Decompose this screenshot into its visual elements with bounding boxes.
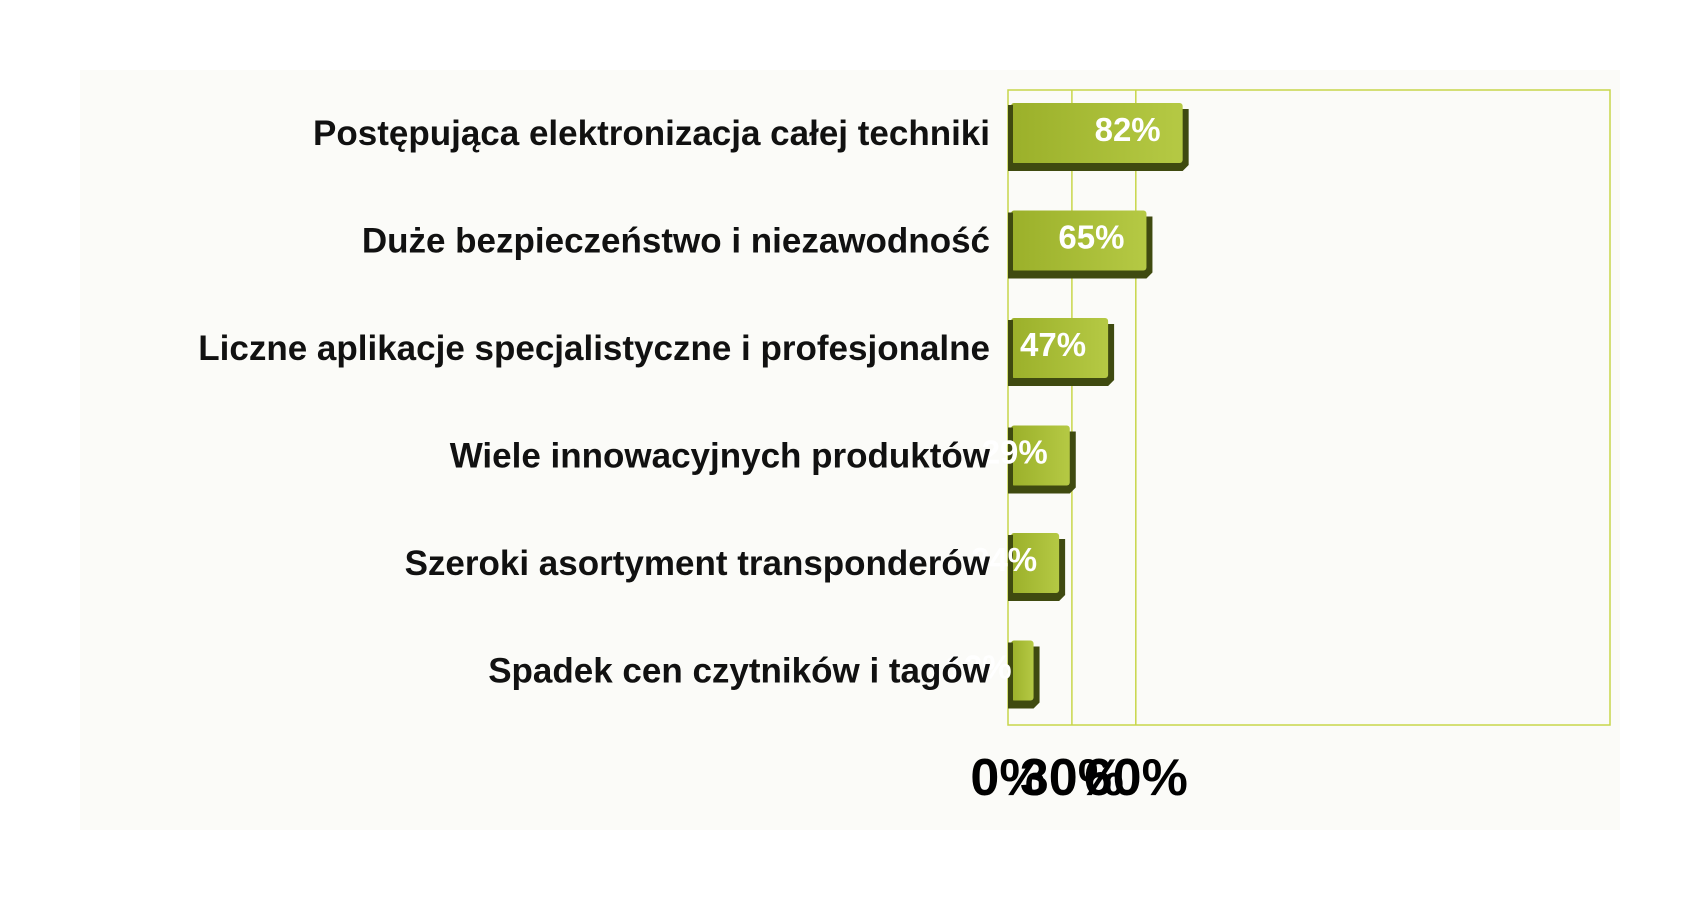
bars: 82% 65% 47% 29% 24% 12% [945, 103, 1189, 709]
bar-value-label: 82% [1095, 111, 1161, 148]
category-labels: Postępująca elektronizacja całej technik… [198, 114, 990, 691]
bar-3: 47% [1008, 318, 1115, 386]
x-axis-ticks: 0%30%60% [970, 749, 1187, 807]
bar-value-label: 65% [1058, 219, 1124, 256]
bar-face [1011, 640, 1034, 701]
bar-value-label: 29% [982, 434, 1048, 471]
x-tick-0: 0% [970, 749, 1045, 807]
bar-5: 24% [971, 533, 1066, 601]
category-label-5: Szeroki asortyment transponderów [405, 544, 991, 583]
category-label-2: Duże bezpieczeństwo i niezawodność [362, 222, 990, 261]
x-tick-30: 30% [1020, 749, 1124, 807]
bar-face [1011, 103, 1183, 163]
category-label-1: Postępująca elektronizacja całej technik… [313, 114, 990, 153]
bar-edge [1008, 212, 1013, 277]
bar-face [1011, 210, 1147, 271]
category-label-4: Wiele innowacyjnych produktów [450, 437, 991, 476]
bar-value-label: 47% [1020, 326, 1086, 363]
bar-face [1011, 425, 1070, 486]
bar-6: 12% [945, 640, 1040, 709]
bar-edge [1008, 105, 1013, 169]
bar-face [1011, 533, 1060, 593]
x-tick-60: 60% [1084, 749, 1188, 807]
chart-background [80, 70, 1620, 830]
bar-edge [1008, 642, 1013, 707]
bar-edge [1008, 320, 1013, 384]
bar-4: 29% [982, 425, 1076, 494]
bar-value-label: 12% [945, 649, 1011, 686]
bar-edge [1008, 427, 1013, 492]
plot-frame [1007, 89, 1611, 726]
bar-edge [1008, 535, 1013, 599]
grid-lines [1007, 89, 1611, 726]
bar-value-label: 24% [971, 541, 1037, 578]
category-label-6: Spadek cen czytników i tagów [488, 652, 991, 691]
bar-2: 65% [1008, 210, 1153, 279]
bar-face [1011, 318, 1109, 378]
bar-1: 82% [1008, 103, 1189, 171]
category-label-3: Liczne aplikacje specjalistyczne i profe… [198, 329, 990, 368]
